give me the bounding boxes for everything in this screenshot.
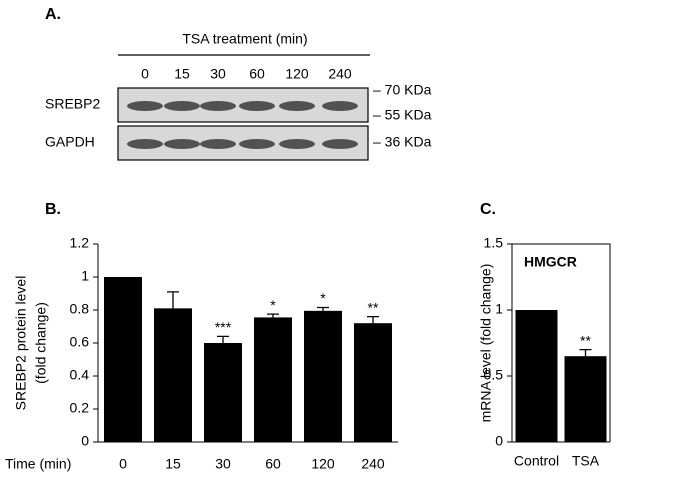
lane-label: 60: [249, 66, 265, 82]
bar: [254, 317, 292, 442]
x-tick-label: Control: [514, 453, 559, 469]
chart-title: HMGCR: [524, 254, 577, 270]
y-tick-label: 0.2: [70, 400, 90, 416]
band: [322, 139, 358, 149]
bar: [104, 277, 142, 442]
error-bar: [367, 315, 379, 324]
band: [239, 139, 275, 149]
x-tick-label: TSA: [572, 453, 600, 469]
band: [200, 101, 236, 111]
lane-label: 240: [328, 66, 352, 82]
significance: ***: [215, 319, 232, 335]
lane-label: 15: [174, 66, 190, 82]
marker-label: – 70 KDa: [373, 82, 432, 98]
lane-label: 30: [210, 66, 226, 82]
bar: [204, 343, 242, 442]
y-axis-label: mRNA level (fold change): [478, 264, 494, 423]
y-axis-label: (fold change): [33, 302, 49, 384]
panel-label: A.: [45, 6, 61, 23]
band: [239, 101, 275, 111]
band: [279, 139, 315, 149]
bar: [515, 310, 558, 442]
y-tick-label: 0: [81, 433, 89, 449]
error-bar: [317, 306, 329, 311]
band: [279, 101, 315, 111]
significance: *: [320, 290, 326, 306]
x-tick-label: 15: [165, 456, 181, 472]
y-tick-label: 0.8: [70, 301, 90, 317]
significance: **: [368, 299, 379, 315]
band: [322, 101, 358, 111]
error-bar: [217, 335, 229, 343]
y-tick-label: 0.4: [70, 367, 90, 383]
y-tick-label: 0: [495, 433, 503, 449]
x-tick-label: 60: [265, 456, 281, 472]
x-tick-label: 240: [361, 456, 385, 472]
error-bar: [267, 313, 279, 318]
significance: *: [270, 297, 276, 313]
x-axis-label: Time (min): [5, 456, 71, 472]
lane-label: 120: [285, 66, 309, 82]
treatment-label: TSA treatment (min): [182, 31, 307, 47]
bar: [154, 308, 192, 442]
row-label: SREBP2: [45, 96, 100, 112]
marker-label: – 55 KDa: [373, 107, 432, 123]
y-tick-label: 1: [495, 301, 503, 317]
bar: [304, 310, 342, 442]
panel-label: B.: [45, 201, 61, 218]
row-label: GAPDH: [45, 134, 95, 150]
x-tick-label: 120: [311, 456, 335, 472]
y-axis-label: SREBP2 protein level: [13, 276, 29, 411]
x-tick-label: 30: [215, 456, 231, 472]
significance: **: [580, 332, 591, 348]
y-tick-label: 1.2: [70, 235, 90, 251]
bar: [354, 323, 392, 442]
y-tick-label: 1: [81, 268, 89, 284]
bar: [564, 356, 607, 442]
error-bar: [579, 348, 592, 357]
lane-label: 0: [141, 66, 149, 82]
x-tick-label: 0: [119, 456, 127, 472]
band: [127, 101, 163, 111]
panel-label: C.: [480, 201, 496, 218]
y-tick-label: 0.5: [484, 367, 504, 383]
band: [164, 139, 200, 149]
y-tick-label: 0.6: [70, 334, 90, 350]
band: [127, 139, 163, 149]
band: [200, 139, 236, 149]
frame: [512, 243, 611, 442]
band: [164, 101, 200, 111]
marker-label: – 36 KDa: [373, 134, 432, 150]
y-tick-label: 1.5: [484, 235, 504, 251]
error-bar: [167, 291, 179, 309]
